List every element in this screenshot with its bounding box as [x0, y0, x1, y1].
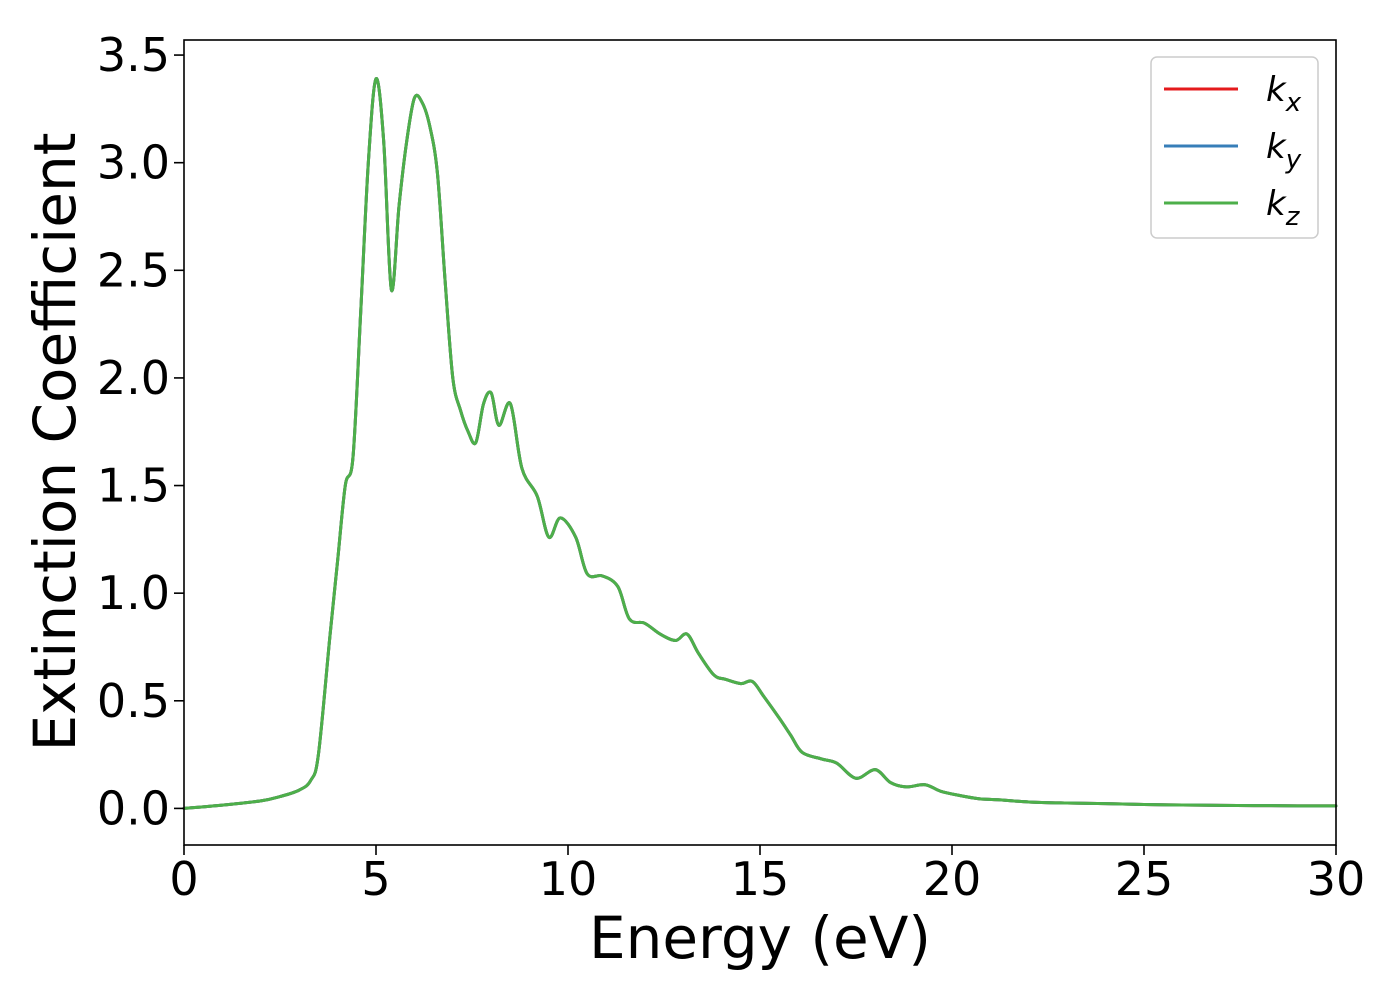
- x-tick-label: 15: [731, 852, 790, 906]
- x-axis: 0 5 10 15 20 25 30: [169, 845, 1365, 906]
- x-axis-title: Energy (eV): [589, 904, 931, 972]
- y-tick-label: 1.0: [97, 566, 170, 620]
- y-tick-label: 1.5: [97, 459, 170, 513]
- y-tick-label: 2.0: [97, 351, 170, 405]
- plot-area: [184, 40, 1336, 845]
- y-axis-title: Extinction Coefficient: [21, 133, 89, 752]
- legend-label-subscript: x: [1285, 88, 1302, 118]
- legend-label-base: k: [1266, 184, 1287, 224]
- x-tick-label: 5: [361, 852, 390, 906]
- x-tick-label: 0: [169, 852, 198, 906]
- x-tick-label: 25: [1115, 852, 1174, 906]
- y-tick-label: 3.5: [97, 28, 170, 82]
- legend-label-base: k: [1266, 70, 1287, 110]
- series-layer: [182, 77, 1338, 810]
- series-line-z: [182, 77, 1338, 810]
- x-tick-label: 30: [1307, 852, 1366, 906]
- legend-label-x: kx: [1266, 70, 1302, 118]
- legend-label-subscript: z: [1285, 202, 1301, 232]
- y-tick-label: 2.5: [97, 243, 170, 297]
- y-tick-label: 0.5: [97, 674, 170, 728]
- y-tick-label: 0.0: [97, 781, 170, 835]
- legend-label-base: k: [1266, 127, 1287, 167]
- legend-label-z: kz: [1266, 184, 1301, 232]
- legend-label-subscript: y: [1285, 145, 1302, 175]
- y-axis: 0.0 0.5 1.0 1.5 2.0 2.5 3.0 3.5: [97, 28, 184, 835]
- legend-label-y: ky: [1266, 127, 1302, 175]
- x-tick-label: 10: [539, 852, 598, 906]
- y-tick-label: 3.0: [97, 136, 170, 190]
- x-tick-label: 20: [923, 852, 982, 906]
